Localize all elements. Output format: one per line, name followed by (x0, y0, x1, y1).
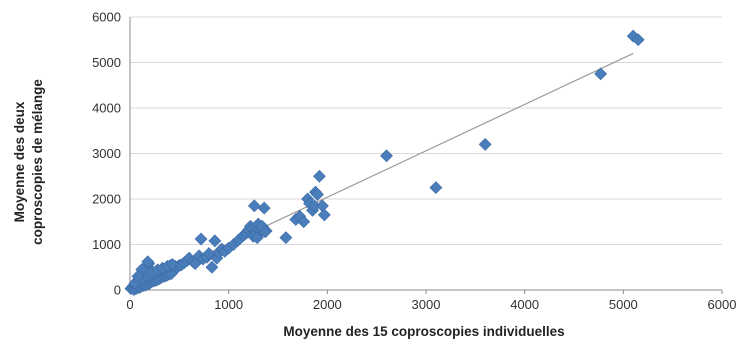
gridlines (130, 16, 722, 245)
y-axis-title-line-2: coproscopies de mélange (30, 79, 45, 245)
trendline (129, 52, 634, 291)
x-tick-label: 3000 (412, 297, 441, 312)
tick-labels: 0 1000 2000 3000 4000 5000 6000 0 1000 2000 3000 40… (92, 10, 736, 313)
y-tick-label: 5000 (92, 55, 121, 70)
data-point (250, 231, 264, 245)
data-point (380, 149, 393, 163)
data-point (279, 231, 293, 245)
data-point (166, 258, 179, 271)
data-point (208, 234, 222, 248)
y-tick-label: 1000 (92, 237, 121, 252)
y-axis-title-line-1: Moyenne des deux (12, 101, 27, 222)
data-point (631, 33, 645, 47)
y-tick-label: 4000 (92, 101, 121, 116)
data-point (141, 255, 155, 269)
x-tick-label: 6000 (708, 297, 737, 312)
x-tick-label: 4000 (510, 297, 539, 312)
y-tick-label: 2000 (92, 192, 121, 207)
data-point (594, 67, 608, 81)
data-point (247, 199, 261, 213)
data-point (194, 232, 208, 246)
x-axis-title: Moyenne des 15 coproscopies individuelle… (283, 324, 564, 339)
data-point (478, 137, 492, 151)
data-point (258, 225, 272, 239)
x-tick-label: 0 (126, 297, 133, 312)
x-tick-label: 2000 (313, 297, 342, 312)
y-tick-label: 6000 (92, 10, 121, 25)
data-point (297, 215, 311, 229)
trendline-layer (129, 52, 634, 291)
data-point (257, 201, 271, 215)
y-tick-label: 3000 (92, 146, 121, 161)
data-point (202, 247, 216, 261)
axes (129, 17, 723, 294)
data-point (313, 169, 326, 183)
data-point (311, 188, 324, 201)
data-point (205, 260, 219, 274)
x-tick-label: 5000 (609, 297, 638, 312)
y-axis-title: Moyenne des deux coproscopies de mélange (12, 79, 45, 245)
data-point (317, 208, 331, 222)
data-point (429, 181, 443, 195)
data-point (131, 269, 145, 283)
y-tick-label: 0 (114, 283, 121, 298)
x-tick-label: 1000 (214, 297, 243, 312)
data-points (124, 29, 645, 296)
